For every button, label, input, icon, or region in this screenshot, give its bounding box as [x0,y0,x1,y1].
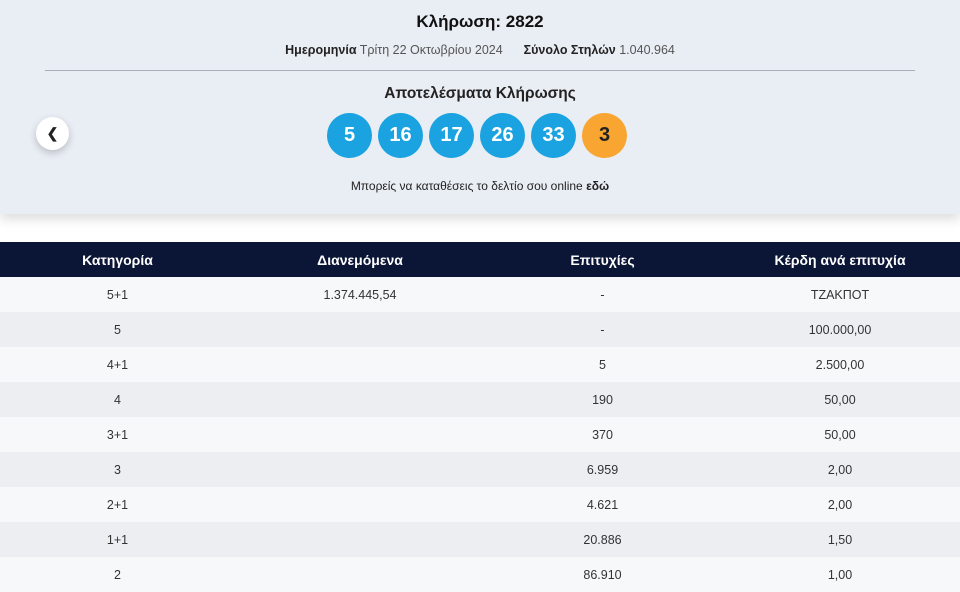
cell-winners: 370 [485,417,720,452]
cell-prize: 2,00 [720,452,960,487]
cell-prize: 1,50 [720,522,960,557]
cell-prize: 2.500,00 [720,347,960,382]
table-row: 3+1 370 50,00 [0,417,960,452]
cell-category: 5+1 [0,277,235,312]
header-distributed: Διανεμόμενα [235,242,485,277]
number-ball: 26 [480,113,525,158]
header-winners: Επιτυχίες [485,242,720,277]
cell-prize: 50,00 [720,417,960,452]
table-row: 2+1 4.621 2,00 [0,487,960,522]
draw-header-panel: Κλήρωση: 2822 Ημερομηνία Τρίτη 22 Οκτωβρ… [0,0,960,214]
cell-distributed [235,417,485,452]
cell-category: 2 [0,557,235,592]
online-notice: Μπορείς να καταθέσεις το δελτίο σου onli… [0,179,960,193]
table-row: 1+1 20.886 1,50 [0,522,960,557]
winning-numbers: 5 16 17 26 33 3 [327,113,627,158]
cell-category: 1+1 [0,522,235,557]
cell-winners: 190 [485,382,720,417]
cell-prize: ΤΖΑΚΠΟΤ [720,277,960,312]
draw-meta: Ημερομηνία Τρίτη 22 Οκτωβρίου 2024 Σύνολ… [0,43,960,57]
table-row: 2 86.910 1,00 [0,557,960,592]
columns-value: 1.040.964 [619,43,675,57]
cell-winners: 5 [485,347,720,382]
previous-draw-button[interactable]: ❮ [36,117,69,150]
table-row: 4+1 5 2.500,00 [0,347,960,382]
bonus-ball: 3 [582,113,627,158]
cell-distributed [235,557,485,592]
cell-winners: - [485,277,720,312]
cell-category: 3+1 [0,417,235,452]
divider [45,70,915,71]
cell-distributed [235,312,485,347]
cell-category: 2+1 [0,487,235,522]
cell-category: 4 [0,382,235,417]
cell-distributed [235,452,485,487]
online-text: Μπορείς να καταθέσεις το δελτίο σου onli… [350,179,583,193]
table-header: Κατηγορία Διανεμόμενα Επιτυχίες Κέρδη αν… [0,242,960,277]
cell-prize: 2,00 [720,487,960,522]
cell-distributed [235,347,485,382]
cell-distributed [235,487,485,522]
cell-distributed [235,522,485,557]
cell-winners: - [485,312,720,347]
number-ball: 16 [378,113,423,158]
cell-category: 5 [0,312,235,347]
cell-prize: 100.000,00 [720,312,960,347]
table-row: 5 -100.000,00 [0,312,960,347]
header-category: Κατηγορία [0,242,235,277]
draw-title: Κλήρωση: 2822 [416,12,544,31]
cell-prize: 1,00 [720,557,960,592]
cell-winners: 86.910 [485,557,720,592]
cell-prize: 50,00 [720,382,960,417]
table-row: 4 190 50,00 [0,382,960,417]
table-row: 3 6.959 2,00 [0,452,960,487]
header-prize: Κέρδη ανά επιτυχία [720,242,960,277]
cell-category: 3 [0,452,235,487]
results-title: Αποτελέσματα Κλήρωσης [384,85,576,102]
cell-winners: 6.959 [485,452,720,487]
cell-winners: 20.886 [485,522,720,557]
number-ball: 5 [327,113,372,158]
cell-category: 4+1 [0,347,235,382]
date-value: Τρίτη 22 Οκτωβρίου 2024 [359,43,503,57]
number-ball: 17 [429,113,474,158]
columns-label: Σύνολο Στηλών [523,43,616,57]
date-label: Ημερομηνία [285,43,357,57]
prize-table: Κατηγορία Διανεμόμενα Επιτυχίες Κέρδη αν… [0,242,960,592]
table-row: 5+1 1.374.445,54- ΤΖΑΚΠΟΤ [0,277,960,312]
cell-distributed [235,382,485,417]
online-link[interactable]: εδώ [586,179,610,193]
cell-winners: 4.621 [485,487,720,522]
chevron-left-icon: ❮ [46,125,59,141]
number-ball: 33 [531,113,576,158]
cell-distributed: 1.374.445,54 [235,277,485,312]
